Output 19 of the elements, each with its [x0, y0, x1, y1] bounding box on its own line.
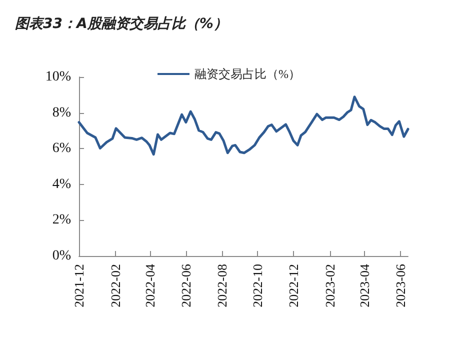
line-series	[78, 96, 410, 156]
legend-label: 融资交易占比（%）	[194, 67, 300, 81]
y-tick-label: 8%	[52, 105, 72, 120]
y-tick-label: 6%	[52, 141, 72, 156]
x-tick-label: 2021-12	[72, 264, 86, 308]
x-tick-label: 2023-06	[392, 264, 408, 308]
y-tick-label: 2%	[52, 212, 72, 228]
x-tick-label: 2022-08	[214, 264, 230, 308]
y-tick-label: 0%	[52, 248, 72, 264]
x-tick-label: 2023-04	[357, 264, 372, 308]
y-tick-label: 10%	[45, 70, 72, 84]
chart-title: 图表33：A股融资交易占比（%）	[15, 15, 228, 32]
x-tick-label: 2022-04	[142, 264, 158, 308]
x-tick-label: 2022-12	[286, 264, 301, 308]
x-tick-label: 2022-10	[250, 264, 266, 308]
y-tick-label: 4%	[52, 176, 72, 192]
x-tick-label: 2023-02	[322, 264, 338, 308]
x-tick-label: 2022-02	[108, 264, 123, 308]
x-tick-label: 2022-06	[178, 264, 194, 308]
